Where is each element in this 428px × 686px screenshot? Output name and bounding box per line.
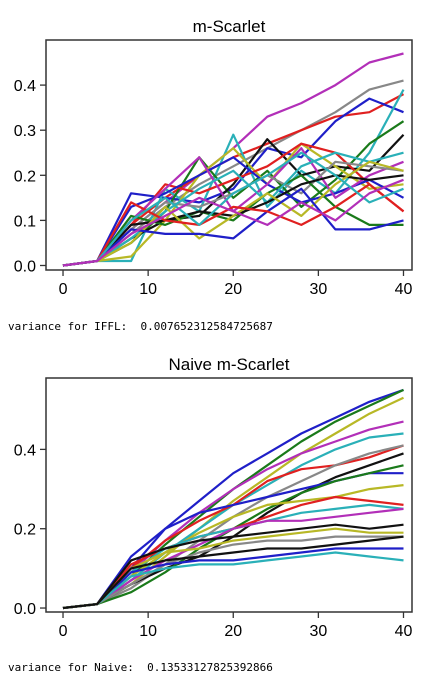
series-line-9 xyxy=(62,156,405,267)
series-line-7 xyxy=(62,142,404,267)
x-tick-label-3: 30 xyxy=(309,281,327,298)
series-line-14 xyxy=(62,523,404,610)
x-tick-label-0: 0 xyxy=(59,281,68,298)
variance-ifflr-output: variance for IFFL: 0.007652312584725687 xyxy=(8,320,273,333)
chart-naive-m-scarlet: Naive m-Scarlet 0 10 20 30 40 0.0 0.2 0.4 xyxy=(0,350,428,650)
y-tick-label-2: 0.4 xyxy=(14,442,36,459)
series-line-16 xyxy=(62,547,404,610)
y-tick-label-4: 0.4 xyxy=(14,78,36,95)
series-line-15 xyxy=(62,160,404,267)
series-line-3 xyxy=(62,97,404,267)
y-tick-label-3: 0.3 xyxy=(14,123,36,140)
series-line-4 xyxy=(62,89,405,267)
series-line-19 xyxy=(62,535,404,610)
x-tick-label-2: 20 xyxy=(224,281,242,298)
y-tick-label-0: 0.0 xyxy=(14,258,36,275)
x-tick-label-0: 0 xyxy=(59,623,68,640)
series-line-13 xyxy=(62,151,404,267)
y-tick-label-2: 0.2 xyxy=(14,168,36,185)
chart-m-scarlet: m-Scarlet 0 10 20 30 40 0.0 0.1 0.2 0.3 0.4 xyxy=(0,0,428,298)
x-tick-label-1: 10 xyxy=(139,623,157,640)
x-tick-label-2: 20 xyxy=(224,623,242,640)
chart-title: m-Scarlet xyxy=(193,17,266,36)
series-line-2 xyxy=(62,396,404,610)
series-group xyxy=(62,388,404,610)
series-group xyxy=(62,52,405,267)
plot-frame xyxy=(45,377,413,613)
chart-svg-1: Naive m-Scarlet 0 10 20 30 40 0.0 0.2 0.4 xyxy=(14,355,413,640)
series-line-17 xyxy=(62,551,404,610)
series-line-13 xyxy=(62,507,404,610)
x-tick-label-3: 30 xyxy=(309,623,327,640)
series-line-17 xyxy=(62,183,405,267)
chart-title: Naive m-Scarlet xyxy=(169,355,290,374)
variance-naive-output: variance for Naive: 0.13533127825392866 xyxy=(8,661,273,674)
x-tick-label-4: 40 xyxy=(395,281,413,298)
y-tick-label-1: 0.1 xyxy=(14,213,36,230)
series-line-16 xyxy=(62,187,404,267)
y-tick-label-1: 0.2 xyxy=(14,522,36,539)
plot-frame xyxy=(45,39,413,271)
x-tick-label-1: 10 xyxy=(139,281,157,298)
chart-svg-0: m-Scarlet 0 10 20 30 40 0.0 0.1 0.2 0.3 0.4 xyxy=(14,17,413,298)
x-tick-label-4: 40 xyxy=(395,623,413,640)
y-tick-label-0: 0.0 xyxy=(14,601,36,618)
series-line-18 xyxy=(62,151,404,267)
series-line-15 xyxy=(62,535,404,610)
series-line-12 xyxy=(62,174,404,267)
series-line-19 xyxy=(62,178,404,267)
